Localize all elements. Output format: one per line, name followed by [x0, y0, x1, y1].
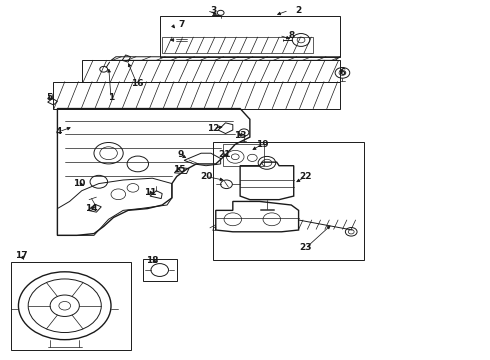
Text: 2: 2: [295, 6, 302, 15]
Text: 23: 23: [300, 243, 312, 252]
Text: 3: 3: [210, 6, 217, 15]
Text: 11: 11: [144, 188, 156, 197]
Bar: [160, 16, 340, 57]
Bar: [213, 143, 365, 260]
Text: 8: 8: [288, 31, 294, 40]
Text: 14: 14: [85, 204, 98, 213]
Text: 12: 12: [207, 124, 220, 133]
Text: 1: 1: [108, 93, 114, 102]
Bar: [11, 262, 130, 350]
Text: 16: 16: [131, 79, 143, 88]
Text: 18: 18: [146, 256, 159, 265]
Bar: [143, 259, 177, 281]
Text: 10: 10: [73, 179, 86, 188]
Text: 5: 5: [46, 93, 52, 102]
Text: 17: 17: [15, 251, 27, 260]
Text: 21: 21: [218, 150, 231, 159]
Text: 19: 19: [256, 140, 269, 149]
Text: 9: 9: [177, 150, 184, 159]
Text: 22: 22: [300, 172, 312, 181]
Text: 13: 13: [234, 131, 246, 140]
Text: 20: 20: [200, 172, 212, 181]
Text: 4: 4: [56, 127, 62, 136]
Bar: [223, 144, 265, 166]
Text: 6: 6: [339, 68, 345, 77]
Text: 15: 15: [173, 165, 186, 174]
Text: 7: 7: [178, 20, 185, 29]
